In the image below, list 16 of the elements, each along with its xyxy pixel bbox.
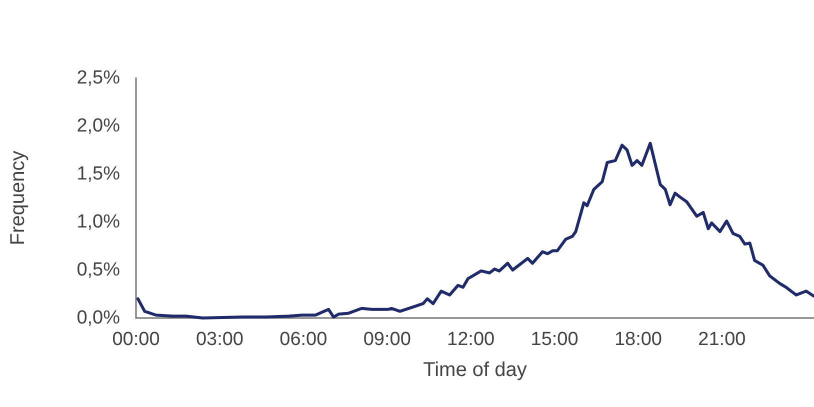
y-tick-label: 0,0% (76, 308, 120, 328)
y-tick-label: 2,0% (76, 116, 120, 136)
x-tick-label: 03:00 (196, 329, 244, 350)
x-tick-label: 12:00 (447, 329, 495, 350)
x-tick-label: 00:00 (112, 329, 160, 350)
y-tick-label: 1,0% (76, 212, 120, 232)
x-axis-title: Time of day (423, 359, 527, 381)
x-tick-label: 18:00 (614, 329, 662, 350)
y-axis-title: Frequency (7, 150, 29, 246)
y-tick-label: 0,5% (76, 260, 120, 280)
x-tick-label: 21:00 (698, 329, 746, 350)
y-tick-label: 2,5% (76, 68, 120, 88)
y-tick-label: 1,5% (76, 164, 120, 184)
x-tick-label: 06:00 (280, 329, 328, 350)
x-tick-label: 09:00 (363, 329, 411, 350)
x-tick-label: 15:00 (530, 329, 578, 350)
